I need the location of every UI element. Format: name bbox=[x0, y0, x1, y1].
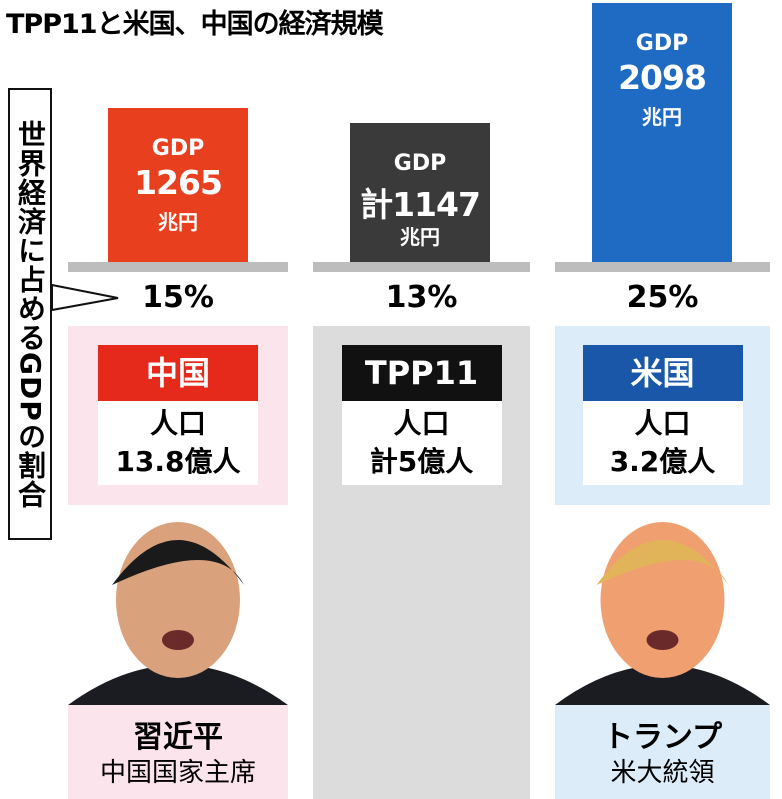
gdp-title: GDP bbox=[635, 31, 689, 57]
portrait bbox=[555, 522, 770, 705]
population-box: 人口 3.2億人 bbox=[582, 401, 743, 485]
population-value: 3.2億人 bbox=[609, 445, 716, 478]
bar bbox=[108, 108, 248, 268]
gdp-value: 2098 bbox=[618, 58, 707, 98]
population-value: 計5億人 bbox=[369, 445, 474, 478]
population-title: 人口 bbox=[149, 407, 206, 440]
photo bbox=[555, 505, 770, 705]
gdp-value: 1265 bbox=[134, 163, 223, 203]
gdp-title: GDP bbox=[393, 151, 447, 177]
photo bbox=[68, 505, 288, 705]
ledge bbox=[313, 262, 530, 272]
leader-name: トランプ bbox=[602, 720, 723, 755]
chart-title: TPP11と米国、中国の経済規模 bbox=[6, 9, 384, 40]
leader-role: 中国国家主席 bbox=[99, 758, 256, 788]
tag: 中国 bbox=[98, 345, 258, 401]
pointer bbox=[51, 283, 119, 312]
tag: 米国 bbox=[582, 345, 743, 401]
ledge bbox=[68, 262, 288, 272]
leader-role: 米大統領 bbox=[610, 758, 715, 788]
population-box: 人口計5億人 bbox=[341, 401, 502, 485]
population-title: 人口 bbox=[393, 407, 450, 440]
gdp-title: GDP bbox=[151, 136, 205, 162]
population-value: 13.8億人 bbox=[115, 445, 241, 478]
share: 15% bbox=[142, 280, 214, 315]
tag: TPP11 bbox=[341, 345, 502, 401]
leader-name: 習近平 bbox=[133, 720, 223, 755]
share: 25% bbox=[626, 280, 699, 315]
bar bbox=[350, 123, 490, 268]
gdp-unit: 兆円 bbox=[158, 210, 198, 235]
population-title: 人口 bbox=[634, 407, 691, 440]
population-box: 人口 13.8億人 bbox=[98, 401, 258, 485]
gdp-value: 計1147 bbox=[360, 185, 481, 225]
gdp-unit: 兆円 bbox=[642, 105, 682, 130]
portrait bbox=[68, 522, 288, 705]
bar bbox=[592, 3, 732, 268]
gdp-unit: 兆円 bbox=[400, 225, 440, 250]
share: 13% bbox=[385, 280, 458, 315]
ledge bbox=[555, 262, 770, 272]
side-label: 世界経済に占めるGDPの割合 bbox=[8, 88, 52, 540]
